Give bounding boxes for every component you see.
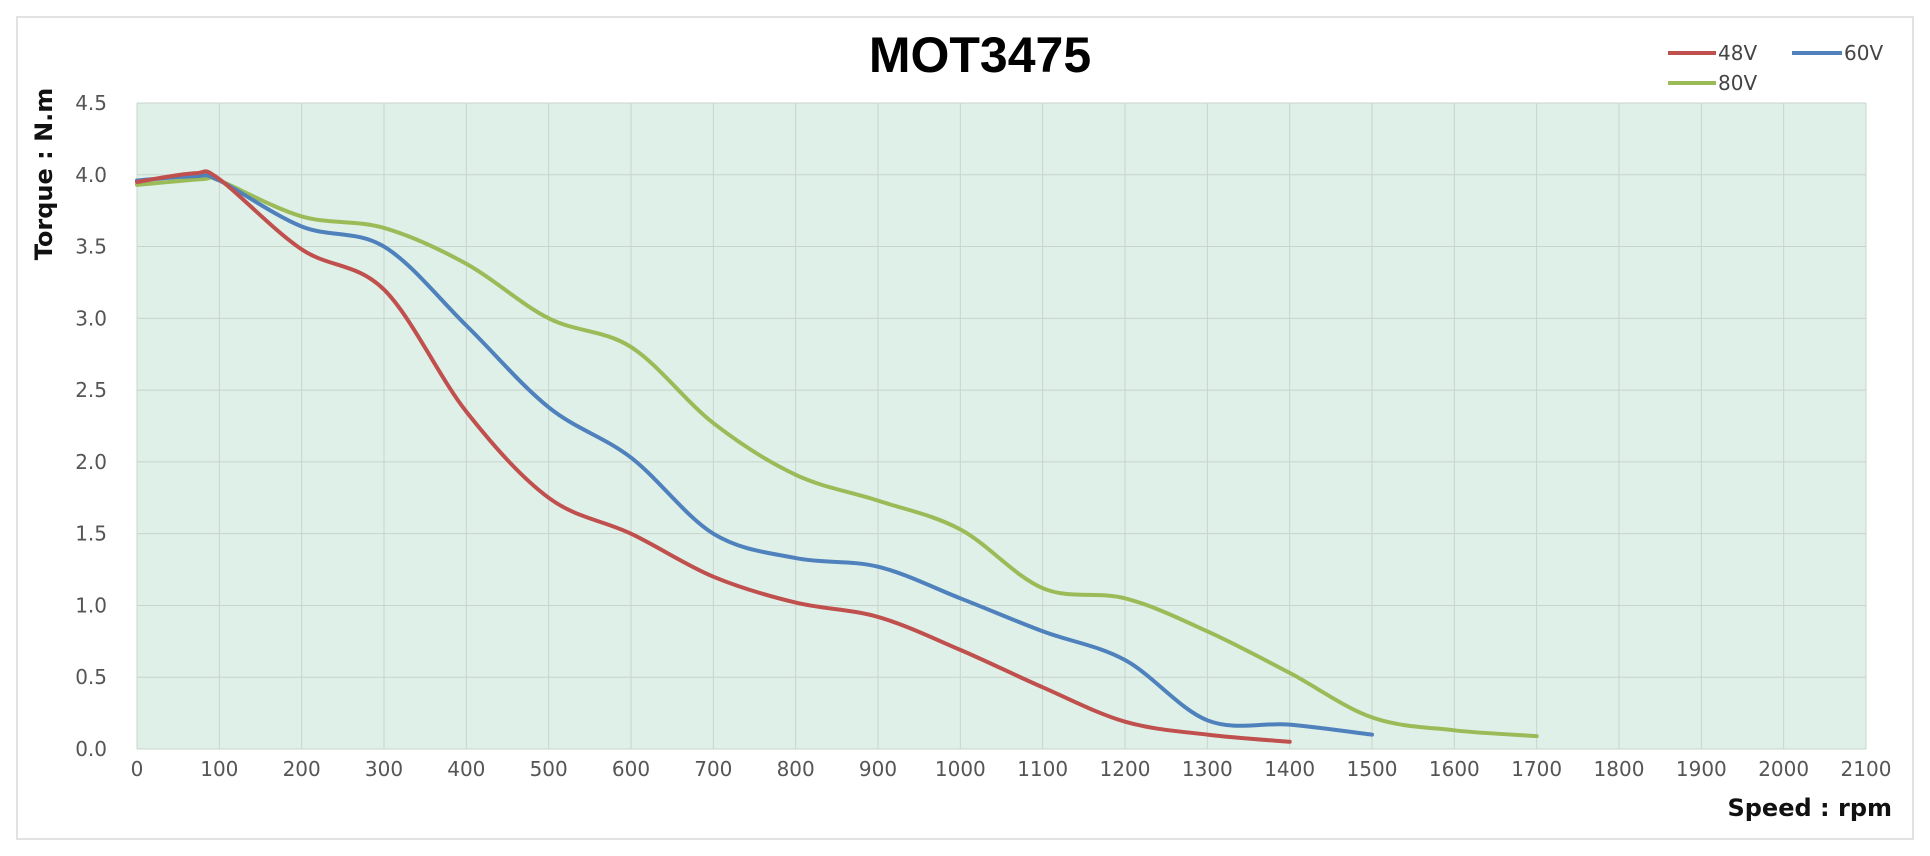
tick-labels: 0 100 200 300 400 500 600 700 800 900 1000 1100 1200…	[75, 91, 1891, 781]
y-tick-label: 3.5	[75, 235, 107, 259]
x-tick-label: 1200	[1100, 757, 1151, 781]
x-tick-label: 1300	[1182, 757, 1233, 781]
x-tick-label: 900	[859, 757, 897, 781]
x-tick-label: 1500	[1347, 757, 1398, 781]
series-line-80v	[135, 175, 1539, 739]
legend-label-60v: 60V	[1844, 41, 1883, 65]
y-tick-label: 3.0	[75, 306, 107, 330]
series-group	[135, 169, 1539, 744]
x-tick-label: 1900	[1676, 757, 1727, 781]
x-axis-title: Speed : rpm	[1727, 794, 1892, 822]
series-line-60v	[135, 173, 1374, 737]
x-tick-label: 800	[777, 757, 815, 781]
legend-label-80v: 80V	[1718, 71, 1757, 95]
x-tick-label: 2100	[1841, 757, 1892, 781]
gridlines	[136, 102, 1867, 750]
x-tick-label: 600	[612, 757, 650, 781]
plot-area	[137, 103, 1866, 749]
legend-label-48v: 48V	[1718, 41, 1757, 65]
x-tick-label: 1700	[1511, 757, 1562, 781]
y-tick-label: 4.5	[75, 91, 107, 115]
x-tick-label: 500	[530, 757, 568, 781]
y-tick-label: 0.5	[75, 665, 107, 689]
series-line-48v	[135, 169, 1292, 744]
y-tick-label: 1.0	[75, 593, 107, 617]
x-tick-label: 300	[365, 757, 403, 781]
x-tick-label: 200	[283, 757, 321, 781]
y-tick-label: 2.5	[75, 378, 107, 402]
y-tick-label: 1.5	[75, 522, 107, 546]
x-tick-label: 700	[694, 757, 732, 781]
x-tick-label: 2000	[1758, 757, 1809, 781]
y-axis-title: Torque : N.m	[30, 88, 58, 261]
x-tick-label: 1000	[935, 757, 986, 781]
chart-title: MOT3475	[869, 27, 1091, 83]
x-tick-label: 1400	[1264, 757, 1315, 781]
x-tick-label: 100	[200, 757, 238, 781]
x-tick-label: 1600	[1429, 757, 1480, 781]
legend: 48V 60V 80V	[1668, 41, 1883, 95]
y-tick-label: 0.0	[75, 737, 107, 761]
y-tick-label: 4.0	[75, 163, 107, 187]
y-tick-label: 2.0	[75, 450, 107, 474]
x-tick-label: 0	[131, 757, 144, 781]
x-tick-label: 400	[447, 757, 485, 781]
x-tick-label: 1100	[1017, 757, 1068, 781]
x-tick-label: 1800	[1594, 757, 1645, 781]
